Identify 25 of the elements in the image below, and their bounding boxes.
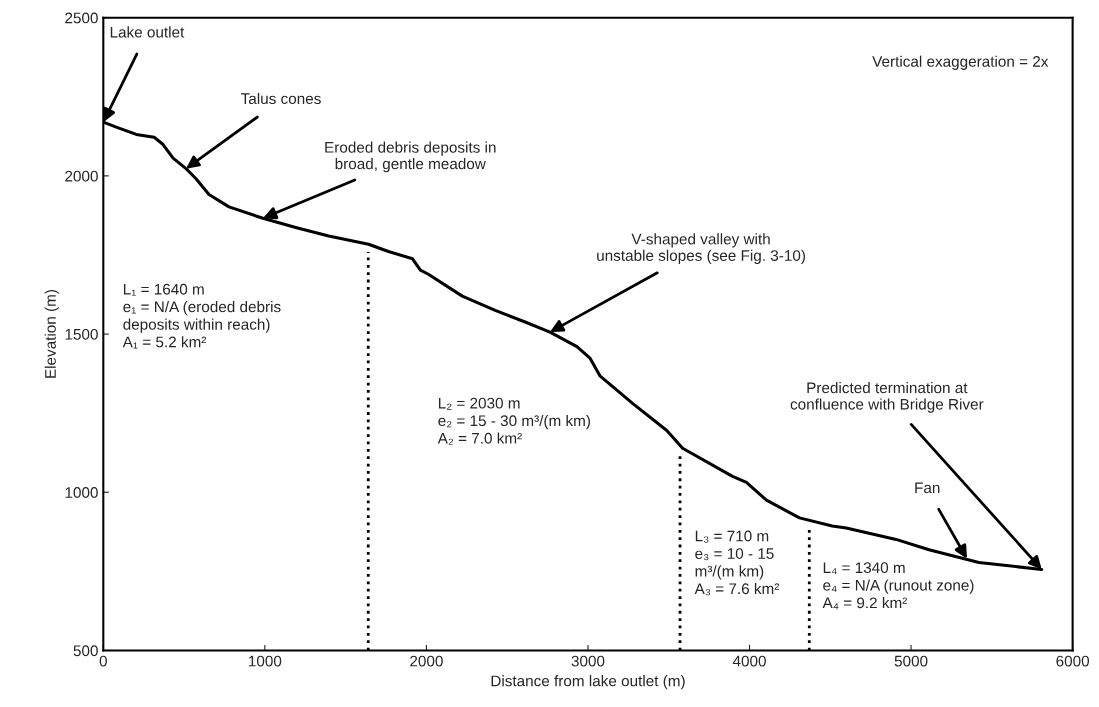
x-tick-label: 6000 xyxy=(1056,655,1090,667)
y-tick-label: 2500 xyxy=(65,12,98,24)
x-axis-title: Distance from lake outlet (m) xyxy=(491,675,685,690)
annotation: Talus cones xyxy=(241,92,321,105)
annotation: L₂ = 2030 m e₂ = 15 - 30 m³/(m km) A₂ = 7.0 km² xyxy=(437,397,590,445)
x-tick-label: 4000 xyxy=(732,655,766,667)
x-tick-label: 3000 xyxy=(571,655,605,667)
y-tick-label: 500 xyxy=(73,645,98,657)
annotation: Vertical exaggeration = 2x xyxy=(872,55,1049,70)
y-tick-label: 1500 xyxy=(65,328,98,340)
y-tick-label: 1000 xyxy=(65,487,98,498)
x-tick-label: 0 xyxy=(99,655,107,667)
y-tick-label: 2000 xyxy=(65,170,98,182)
annotation: L₄ = 1340 m e₄ = N/A (runout zone) A₄ = 9.2 km² xyxy=(822,562,974,610)
annotation: Predicted termination at confluence with Bridge River xyxy=(790,381,984,413)
annotation: V-shaped valley with unstable slopes (see Fig. 3-10) xyxy=(597,233,805,264)
annotation: Fan xyxy=(915,482,940,494)
x-tick-label: 5000 xyxy=(894,655,928,667)
annotation: L₁ = 1640 m e₁ = N/A (eroded debris deposits within reach) A₁ = 5.2 km² xyxy=(122,283,281,349)
x-tick-label: 2000 xyxy=(410,655,443,667)
annotation: Lake outlet xyxy=(110,26,185,38)
annotation: L₃ = 710 m e₃ = 10 - 15 m³/(m km) A₃ = 7.6 km² xyxy=(694,530,780,596)
annotation: Eroded debris deposits in broad, gentle meadow xyxy=(325,141,496,173)
y-axis-title: Elevation (m) xyxy=(44,290,59,378)
x-tick-label: 1000 xyxy=(249,655,282,667)
